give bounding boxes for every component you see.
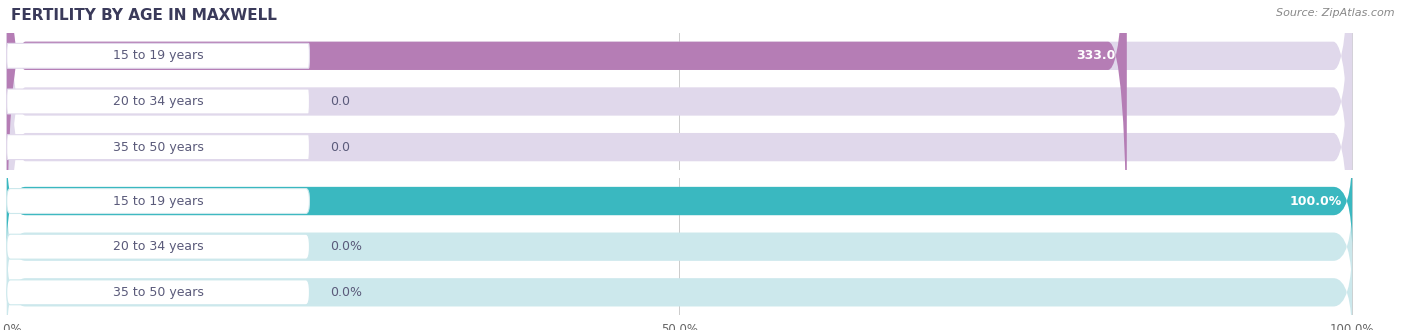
- FancyBboxPatch shape: [7, 243, 1353, 330]
- Text: 15 to 19 years: 15 to 19 years: [112, 194, 204, 208]
- FancyBboxPatch shape: [7, 43, 309, 68]
- FancyBboxPatch shape: [7, 89, 309, 114]
- Text: 0.0: 0.0: [329, 141, 350, 154]
- FancyBboxPatch shape: [7, 197, 1353, 296]
- FancyBboxPatch shape: [7, 135, 309, 160]
- FancyBboxPatch shape: [7, 0, 1353, 330]
- Text: 0.0%: 0.0%: [329, 240, 361, 253]
- FancyBboxPatch shape: [7, 234, 309, 259]
- FancyBboxPatch shape: [7, 0, 1353, 330]
- FancyBboxPatch shape: [7, 188, 309, 214]
- Text: 0.0%: 0.0%: [329, 286, 361, 299]
- FancyBboxPatch shape: [7, 151, 1353, 250]
- Text: 100.0%: 100.0%: [1289, 194, 1341, 208]
- Text: 20 to 34 years: 20 to 34 years: [112, 240, 204, 253]
- Text: 0.0: 0.0: [329, 95, 350, 108]
- FancyBboxPatch shape: [7, 0, 1126, 296]
- Text: 20 to 34 years: 20 to 34 years: [112, 95, 204, 108]
- FancyBboxPatch shape: [7, 280, 309, 305]
- Text: 333.0: 333.0: [1077, 49, 1116, 62]
- Text: FERTILITY BY AGE IN MAXWELL: FERTILITY BY AGE IN MAXWELL: [11, 8, 277, 23]
- FancyBboxPatch shape: [7, 0, 1353, 296]
- Text: 35 to 50 years: 35 to 50 years: [112, 141, 204, 154]
- Text: Source: ZipAtlas.com: Source: ZipAtlas.com: [1277, 8, 1395, 18]
- FancyBboxPatch shape: [7, 151, 1353, 250]
- Text: 35 to 50 years: 35 to 50 years: [112, 286, 204, 299]
- Text: 15 to 19 years: 15 to 19 years: [112, 49, 204, 62]
